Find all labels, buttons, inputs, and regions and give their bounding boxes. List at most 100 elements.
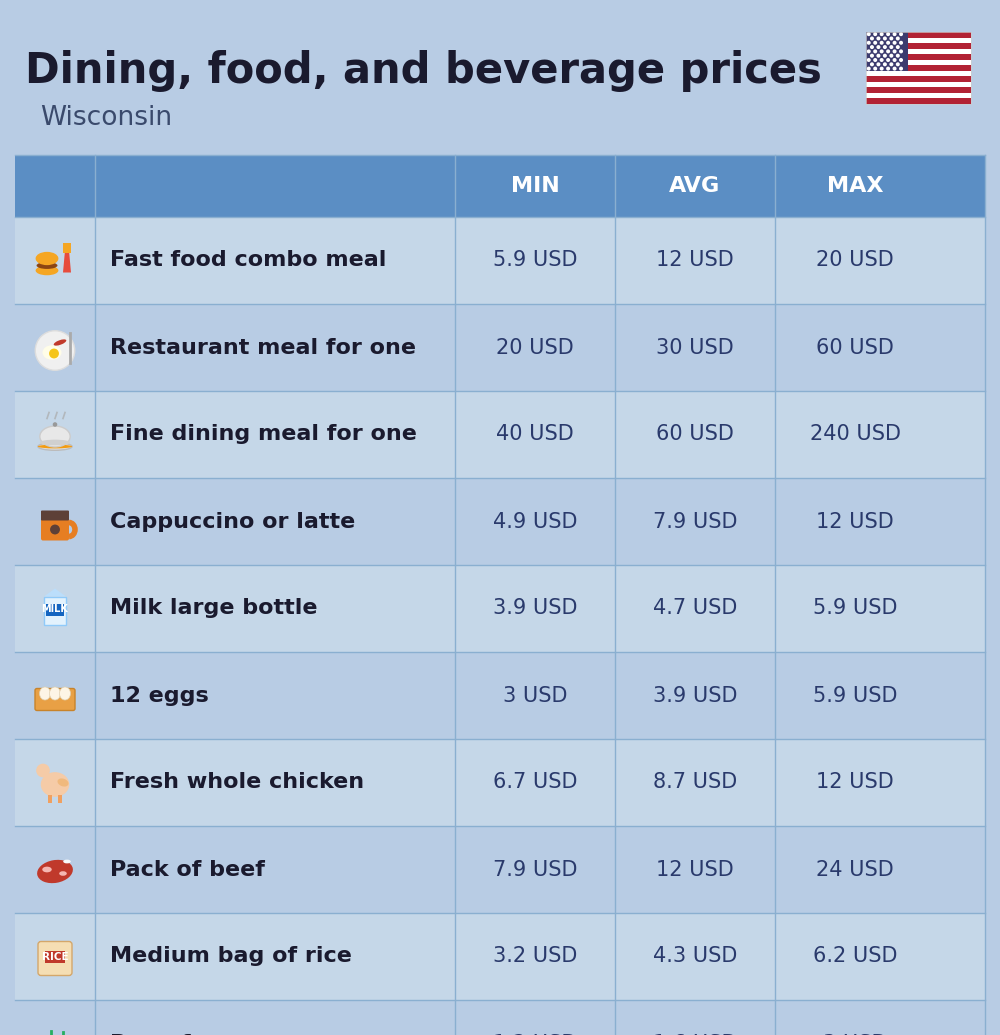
Bar bbox=[866, 60, 970, 65]
Bar bbox=[866, 70, 970, 77]
Circle shape bbox=[893, 58, 897, 62]
Circle shape bbox=[896, 54, 900, 58]
Ellipse shape bbox=[38, 443, 72, 450]
Bar bbox=[45, 950, 65, 963]
Bar bbox=[15, 652, 985, 739]
Ellipse shape bbox=[57, 778, 69, 787]
Ellipse shape bbox=[36, 266, 58, 275]
Circle shape bbox=[889, 62, 893, 66]
Bar bbox=[866, 93, 970, 98]
Circle shape bbox=[886, 50, 890, 54]
Circle shape bbox=[873, 40, 877, 45]
Text: Wisconsin: Wisconsin bbox=[40, 105, 172, 131]
Circle shape bbox=[889, 46, 893, 49]
FancyBboxPatch shape bbox=[41, 510, 69, 521]
Circle shape bbox=[870, 36, 874, 40]
Circle shape bbox=[867, 66, 871, 70]
Text: RICE: RICE bbox=[42, 951, 68, 962]
Bar bbox=[15, 739, 985, 826]
Text: 12 eggs: 12 eggs bbox=[110, 685, 209, 706]
Text: 7.9 USD: 7.9 USD bbox=[493, 859, 577, 880]
Text: 1.2 USD: 1.2 USD bbox=[493, 1034, 577, 1035]
Text: 8.7 USD: 8.7 USD bbox=[653, 772, 737, 793]
Circle shape bbox=[870, 62, 874, 66]
Circle shape bbox=[899, 66, 903, 70]
Ellipse shape bbox=[37, 262, 57, 269]
Text: 60 USD: 60 USD bbox=[656, 424, 734, 444]
Bar bbox=[866, 54, 970, 60]
Text: Cappuccino or latte: Cappuccino or latte bbox=[110, 511, 355, 532]
Circle shape bbox=[880, 40, 884, 45]
Text: AVG: AVG bbox=[669, 176, 721, 196]
Ellipse shape bbox=[41, 772, 69, 797]
Bar bbox=[15, 391, 985, 478]
Text: Pack of beef: Pack of beef bbox=[110, 859, 265, 880]
Circle shape bbox=[876, 46, 880, 49]
Text: 5.9 USD: 5.9 USD bbox=[493, 250, 577, 270]
Circle shape bbox=[873, 66, 877, 70]
Circle shape bbox=[883, 62, 887, 66]
Circle shape bbox=[867, 40, 871, 45]
Text: Medium bag of rice: Medium bag of rice bbox=[110, 946, 352, 967]
Bar bbox=[866, 32, 970, 37]
Circle shape bbox=[893, 66, 897, 70]
Circle shape bbox=[53, 422, 57, 426]
Circle shape bbox=[880, 50, 884, 54]
Circle shape bbox=[889, 36, 893, 40]
Circle shape bbox=[880, 66, 884, 70]
Bar bbox=[15, 217, 985, 304]
Text: Dining, food, and beverage prices: Dining, food, and beverage prices bbox=[25, 50, 822, 92]
Text: 3 USD: 3 USD bbox=[823, 1034, 887, 1035]
Text: MAX: MAX bbox=[827, 176, 883, 196]
Ellipse shape bbox=[60, 687, 70, 700]
Bar bbox=[866, 37, 970, 43]
Circle shape bbox=[899, 32, 903, 36]
Circle shape bbox=[886, 40, 890, 45]
Text: 1.6 USD: 1.6 USD bbox=[653, 1034, 737, 1035]
Text: 6.2 USD: 6.2 USD bbox=[813, 946, 897, 967]
Ellipse shape bbox=[42, 866, 52, 873]
Text: Fast food combo meal: Fast food combo meal bbox=[110, 250, 386, 270]
Bar bbox=[866, 87, 970, 93]
Circle shape bbox=[899, 58, 903, 62]
Bar bbox=[866, 98, 970, 104]
Bar bbox=[15, 1000, 985, 1035]
Text: 4.3 USD: 4.3 USD bbox=[653, 946, 737, 967]
Bar bbox=[15, 304, 985, 391]
Bar bbox=[67, 242, 69, 253]
Circle shape bbox=[49, 349, 59, 358]
FancyBboxPatch shape bbox=[38, 942, 72, 976]
Ellipse shape bbox=[42, 346, 62, 360]
Text: 3.9 USD: 3.9 USD bbox=[493, 598, 577, 619]
Ellipse shape bbox=[54, 339, 66, 346]
Circle shape bbox=[893, 40, 897, 45]
Circle shape bbox=[873, 50, 877, 54]
Polygon shape bbox=[63, 250, 71, 272]
Text: 5.9 USD: 5.9 USD bbox=[813, 598, 897, 619]
FancyBboxPatch shape bbox=[44, 596, 66, 624]
Text: 20 USD: 20 USD bbox=[816, 250, 894, 270]
Circle shape bbox=[886, 32, 890, 36]
Ellipse shape bbox=[63, 860, 71, 863]
Text: 12 USD: 12 USD bbox=[656, 250, 734, 270]
Text: 5.9 USD: 5.9 USD bbox=[813, 685, 897, 706]
Circle shape bbox=[896, 36, 900, 40]
Circle shape bbox=[50, 525, 60, 534]
Circle shape bbox=[899, 50, 903, 54]
Circle shape bbox=[886, 66, 890, 70]
Circle shape bbox=[876, 62, 880, 66]
Bar bbox=[866, 49, 970, 54]
Bar bbox=[866, 65, 970, 70]
Circle shape bbox=[867, 50, 871, 54]
Text: Fine dining meal for one: Fine dining meal for one bbox=[110, 424, 417, 444]
Bar bbox=[866, 82, 970, 87]
Text: 6.7 USD: 6.7 USD bbox=[493, 772, 577, 793]
Circle shape bbox=[883, 36, 887, 40]
Circle shape bbox=[36, 764, 50, 777]
Circle shape bbox=[899, 40, 903, 45]
Ellipse shape bbox=[50, 687, 60, 700]
Bar bbox=[15, 565, 985, 652]
Text: 3.9 USD: 3.9 USD bbox=[653, 685, 737, 706]
Bar bbox=[866, 77, 970, 82]
Text: Milk large bottle: Milk large bottle bbox=[110, 598, 318, 619]
